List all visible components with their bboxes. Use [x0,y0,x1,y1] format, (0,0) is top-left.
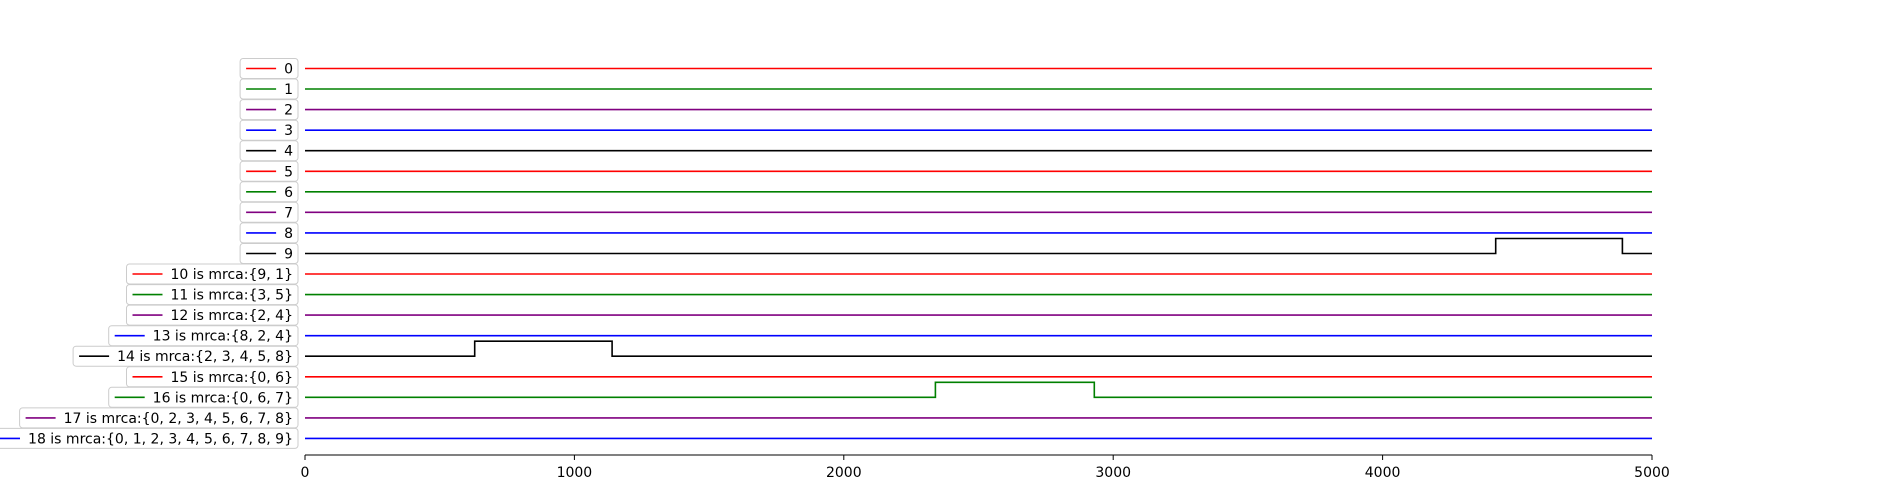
legend-label-15: 15 is mrca:{0, 6} [170,370,293,386]
x-tick-label-5: 5000 [1634,465,1670,481]
trace-line-14 [305,340,1652,357]
trace-line-16 [305,381,1652,399]
legend-group: 0 1 2 3 4 5 6 7 8 9 10 is mrca:{9, 1} 11 is mrca:{3… [0,58,299,449]
legend-label-7: 7 [284,205,293,221]
x-tick-label-4: 4000 [1365,465,1401,481]
legend-box-10 [126,263,299,285]
legend-label-8: 8 [284,226,293,242]
legend-label-12: 12 is mrca:{2, 4} [170,308,293,324]
legend-label-9: 9 [284,246,293,262]
trace-line-9 [305,237,1652,255]
legend-label-4: 4 [284,144,293,160]
legend-label-6: 6 [284,185,293,201]
legend-label-3: 3 [284,123,293,139]
x-axis: 0 1000 2000 3000 4000 5000 [301,454,1670,481]
x-tick-label-2: 2000 [826,465,862,481]
legend-label-16: 16 is mrca:{0, 6, 7} [153,390,293,406]
legend-box-14 [72,345,299,367]
legend-label-14: 14 is mrca:{2, 3, 4, 5, 8} [117,349,293,365]
legend-label-18: 18 is mrca:{0, 1, 2, 3, 4, 5, 6, 7, 8, 9… [28,431,293,447]
legend-box-18 [0,427,299,449]
trace-group [305,67,1652,440]
legend-label-10: 10 is mrca:{9, 1} [170,267,293,283]
legend-label-0: 0 [284,62,293,78]
legend-box-12 [126,304,299,326]
x-tick-label-1: 1000 [557,465,593,481]
x-tick-label-3: 3000 [1095,465,1131,481]
legend-label-13: 13 is mrca:{8, 2, 4} [153,329,293,345]
legend-label-11: 11 is mrca:{3, 5} [170,288,293,304]
legend-label-17: 17 is mrca:{0, 2, 3, 4, 5, 6, 7, 8} [64,411,293,427]
legend-label-5: 5 [284,164,293,180]
legend-label-2: 2 [284,103,293,119]
x-tick-label-0: 0 [301,465,310,481]
legend-box-16 [108,386,299,408]
legend-label-1: 1 [284,82,293,98]
